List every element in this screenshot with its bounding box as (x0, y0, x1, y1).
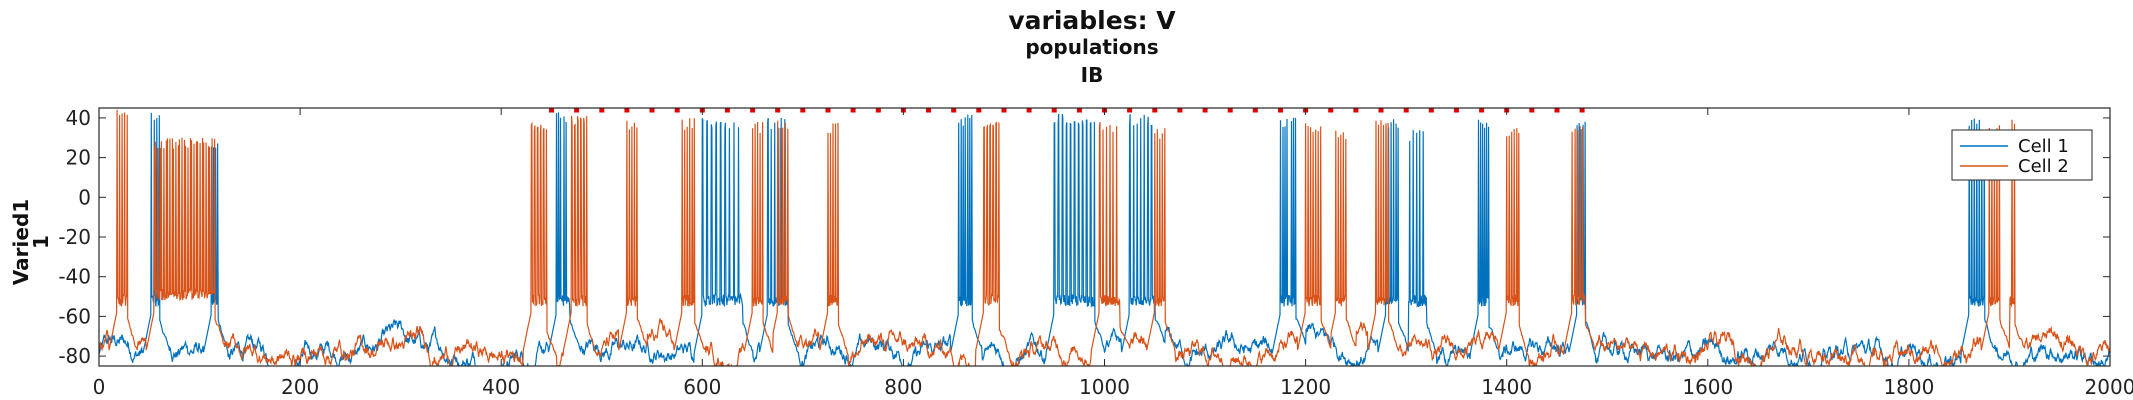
marker-point-13 (875, 107, 881, 113)
marker-point-27 (1227, 107, 1233, 113)
y-tick-label: 40 (66, 106, 91, 130)
y-axis-label-line2: 1 (29, 235, 53, 249)
marker-point-15 (926, 107, 931, 113)
marker-point-21 (1076, 107, 1082, 113)
legend-box (1951, 129, 2093, 181)
marker-point-4 (649, 107, 655, 113)
marker-point-16 (951, 107, 957, 113)
x-tick-label: 400 (482, 375, 520, 399)
marker-point-1 (574, 107, 580, 113)
legend-label-cell-1: Cell 1 (2018, 136, 2069, 157)
chart-title: variables: V (1008, 6, 1176, 35)
chart-subtitle-populations: populations (1025, 35, 1158, 59)
series-line-cell-1 (99, 112, 2110, 366)
y-tick-label: -20 (58, 225, 91, 249)
marker-point-2 (599, 107, 605, 113)
x-tick-label: 1600 (1682, 375, 1733, 399)
x-tick-label: 1400 (1481, 375, 1532, 399)
marker-point-32 (1353, 107, 1359, 113)
marker-point-25 (1177, 107, 1183, 113)
marker-point-35 (1428, 107, 1434, 113)
marker-point-7 (724, 107, 730, 113)
x-tick-label: 1200 (1280, 375, 1331, 399)
marker-point-24 (1152, 107, 1158, 113)
marker-point-41 (1579, 107, 1585, 113)
x-tick-label: 600 (683, 375, 721, 399)
x-tick-label: 800 (884, 375, 922, 399)
y-tick-label: -80 (58, 344, 91, 368)
marker-point-20 (1051, 107, 1057, 113)
marker-point-18 (1001, 107, 1007, 113)
x-tick-label: 2000 (2085, 375, 2133, 399)
marker-point-37 (1479, 107, 1485, 113)
axes-box (98, 107, 2111, 367)
y-axis-label-line1: Varied1 (9, 199, 33, 285)
legend-label-cell-2: Cell 2 (2018, 156, 2069, 177)
x-tick-label: 1000 (1079, 375, 1130, 399)
marker-point-28 (1252, 107, 1258, 113)
marker-point-10 (800, 107, 806, 113)
marker-point-33 (1378, 107, 1384, 113)
marker-point-34 (1403, 107, 1409, 113)
marker-point-5 (674, 107, 680, 113)
y-tick-label: -60 (58, 304, 91, 328)
x-tick-label: 0 (93, 375, 106, 399)
marker-point-40 (1554, 107, 1560, 113)
marker-point-17 (976, 107, 982, 113)
marker-point-26 (1202, 107, 1208, 113)
marker-point-11 (825, 107, 831, 113)
marker-point-12 (850, 107, 856, 113)
series-line-cell-2 (99, 109, 2110, 366)
x-tick-label: 200 (281, 375, 319, 399)
marker-point-0 (549, 107, 554, 113)
y-tick-label: -40 (58, 265, 91, 289)
marker-point-9 (775, 107, 781, 113)
chart-subtitle-ib: IB (1081, 63, 1104, 87)
marker-point-8 (750, 107, 756, 113)
plot-area (99, 107, 2110, 366)
marker-point-31 (1328, 107, 1334, 113)
marker-point-19 (1026, 107, 1032, 113)
x-tick-label: 1800 (1883, 375, 1934, 399)
marker-point-29 (1278, 107, 1283, 113)
y-tick-label: 0 (78, 185, 91, 209)
axes: 0 200 400 600 800 1000 1200 1400 1600 1800 2000402… (58, 106, 2133, 399)
y-tick-label: 20 (66, 146, 91, 170)
marker-point-23 (1127, 107, 1133, 113)
marker-point-3 (624, 107, 630, 113)
marker-point-36 (1453, 107, 1459, 113)
marker-point-39 (1529, 107, 1535, 113)
